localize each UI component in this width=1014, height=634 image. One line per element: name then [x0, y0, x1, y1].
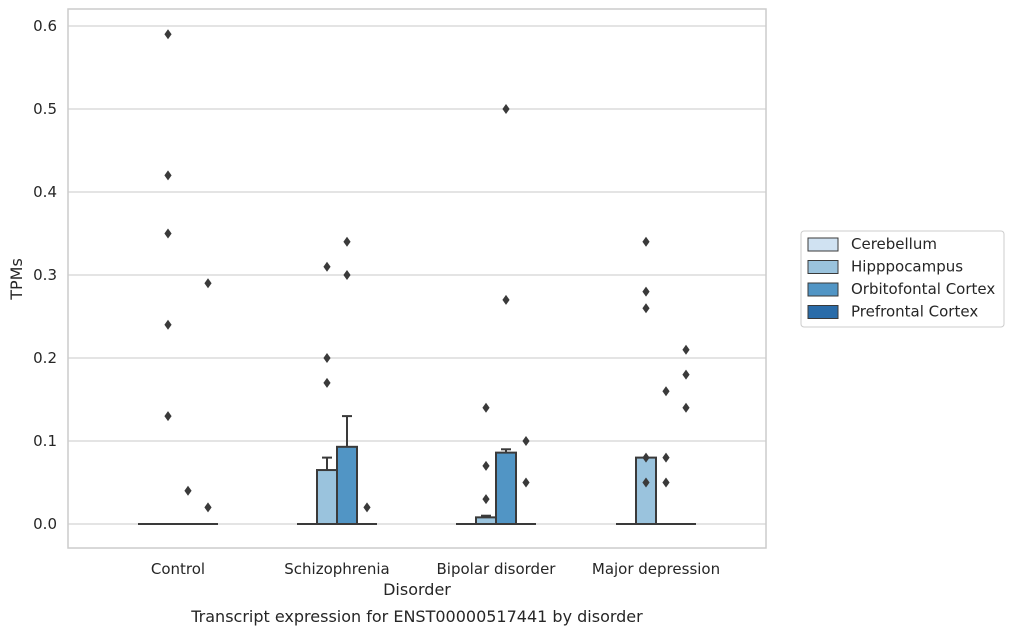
- legend-swatch: [807, 282, 839, 297]
- grid-lines: [68, 25, 766, 525]
- outlier-point: [522, 477, 530, 488]
- outlier-point: [642, 452, 650, 463]
- outlier-point: [662, 386, 670, 397]
- legend-label: Hipppocampus: [851, 258, 963, 276]
- outlier-point: [184, 485, 192, 496]
- outlier-point: [662, 477, 670, 488]
- box-hipppocampus: [316, 456, 338, 525]
- legend-swatch: [807, 260, 839, 274]
- outlier-point: [482, 494, 490, 505]
- legend: Cerebellum Hipppocampus Orbitofontal Corte…: [800, 230, 1005, 328]
- x-tick-labels: Control Schizophrenia Bipolar disorder Majo…: [151, 560, 720, 578]
- legend-label: Orbitofontal Cortex: [851, 280, 995, 298]
- plot-area: [68, 9, 766, 548]
- box-series: [138, 415, 696, 526]
- x-tick-label: Major depression: [592, 560, 720, 578]
- outlier-point: [662, 452, 670, 463]
- x-axis-label: Disorder: [383, 580, 451, 599]
- x-tick-label: Bipolar disorder: [437, 560, 557, 578]
- outlier-point: [343, 236, 351, 247]
- outlier-point: [642, 477, 650, 488]
- outlier-point: [204, 278, 212, 289]
- box-hipppocampus: [475, 514, 497, 525]
- outlier-points: [164, 29, 690, 513]
- box-body: [316, 469, 338, 525]
- legend-label: Prefrontal Cortex: [851, 303, 978, 321]
- legend-swatch: [807, 237, 839, 252]
- outlier-point: [682, 344, 690, 355]
- x-tick-label: Control: [151, 560, 205, 578]
- outlier-point: [482, 402, 490, 413]
- outlier-point: [164, 411, 172, 422]
- outlier-point: [323, 353, 331, 363]
- y-tick-label: 0.4: [33, 183, 57, 201]
- legend-label: Cerebellum: [851, 235, 937, 253]
- y-tick-label: 0.3: [33, 266, 57, 284]
- y-tick-label: 0.0: [33, 515, 57, 533]
- outlier-point: [164, 29, 172, 40]
- outlier-point: [164, 170, 172, 181]
- outlier-point: [642, 286, 650, 297]
- box-orbitofontal-cortex: [495, 448, 517, 525]
- outlier-point: [204, 502, 212, 513]
- outlier-point: [642, 236, 650, 247]
- box-body: [336, 445, 358, 525]
- x-tick-label: Schizophrenia: [284, 560, 389, 578]
- outlier-point: [502, 104, 510, 114]
- outlier-point: [343, 270, 351, 280]
- outlier-point: [682, 369, 690, 380]
- outlier-point: [323, 377, 331, 388]
- y-tick-labels: 0.0 0.1 0.2 0.3 0.4 0.5 0.6: [33, 17, 57, 533]
- outlier-point: [682, 402, 690, 413]
- y-tick-label: 0.6: [33, 17, 57, 35]
- box-body: [495, 451, 517, 525]
- box-body: [635, 456, 657, 526]
- box-orbitofontal-cortex: [336, 415, 358, 525]
- box-hipppocampus: [635, 456, 657, 526]
- legend-swatch: [807, 305, 839, 319]
- legend-frame: [800, 230, 1005, 328]
- outlier-point: [323, 261, 331, 272]
- outlier-point: [642, 303, 650, 314]
- outlier-point: [522, 436, 530, 446]
- outlier-point: [502, 294, 510, 305]
- outlier-point: [164, 228, 172, 239]
- outlier-point: [482, 460, 490, 471]
- outlier-point: [164, 319, 172, 330]
- chart-caption: Transcript expression for ENST0000051744…: [190, 607, 643, 626]
- plot-frame: [67, 8, 767, 549]
- outlier-point: [363, 502, 371, 513]
- y-tick-label: 0.2: [33, 349, 57, 367]
- y-axis-label: TPMs: [7, 258, 26, 301]
- y-tick-label: 0.5: [33, 100, 57, 118]
- y-tick-label: 0.1: [33, 432, 57, 450]
